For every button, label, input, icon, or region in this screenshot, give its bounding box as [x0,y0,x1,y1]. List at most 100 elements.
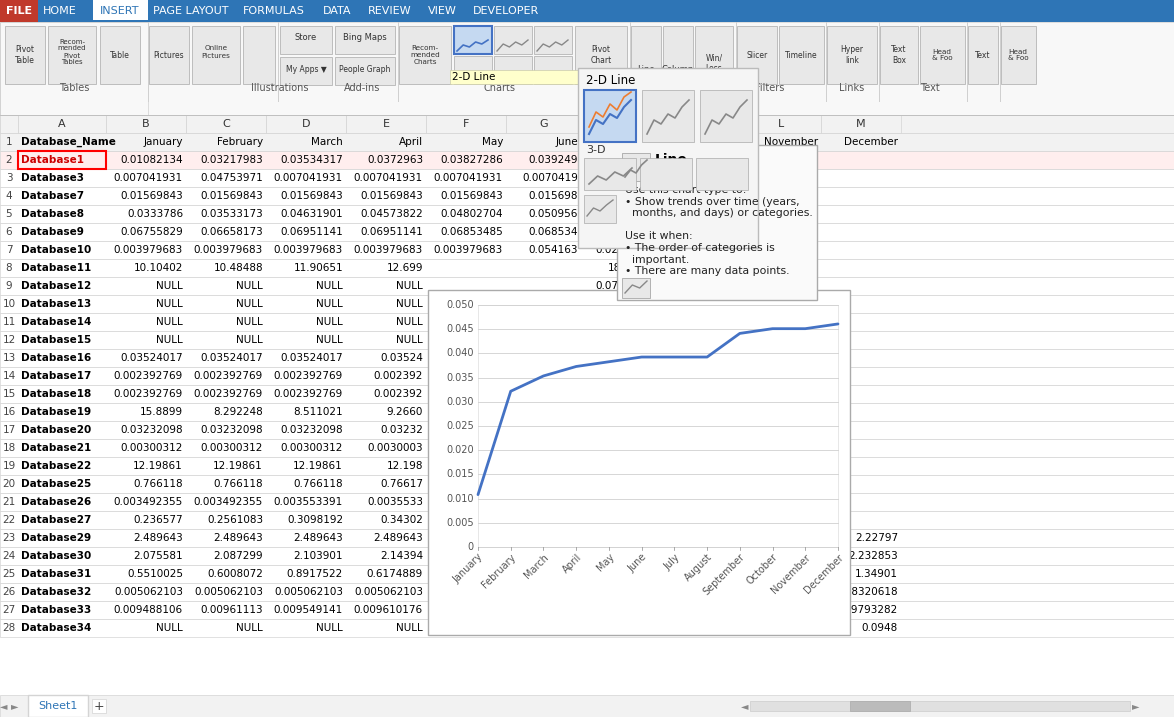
Text: 12.699: 12.699 [386,263,423,273]
Bar [454,26,492,54]
Text: NULL: NULL [236,335,263,345]
Bar [578,68,758,248]
Text: Pictures: Pictures [154,50,184,60]
Text: 0.03137589: 0.03137589 [595,425,657,435]
Text: NULL: NULL [316,281,343,291]
Text: ◄: ◄ [0,701,8,711]
Bar [850,701,910,711]
Text: 0.08320618: 0.08320618 [836,587,898,597]
Bar [0,565,1174,583]
Text: 12: 12 [2,335,15,345]
Text: HOME: HOME [43,6,76,16]
Text: 0.8917522: 0.8917522 [286,569,343,579]
Text: 0.045: 0.045 [446,324,474,334]
Text: NULL: NULL [316,623,343,633]
Text: 27: 27 [2,605,15,615]
Text: 0.01569843: 0.01569843 [281,191,343,201]
Text: 0.007041931: 0.007041931 [669,173,738,183]
Text: 0.03137589: 0.03137589 [675,425,738,435]
Text: September: September [600,137,657,147]
Text: NULL: NULL [156,317,183,327]
Text: 8.595282: 8.595282 [688,407,738,417]
Text: 0.6174889: 0.6174889 [366,569,423,579]
Text: 2.205463: 2.205463 [608,533,657,543]
Text: 0.009671211: 0.009671211 [588,605,657,615]
Text: Pivot
Table: Pivot Table [15,45,35,65]
Text: Illustrations: Illustrations [251,83,309,93]
Text: 2-D Line: 2-D Line [452,72,495,82]
Bar [149,26,189,84]
Bar [243,26,275,84]
Text: 0.00300312: 0.00300312 [201,443,263,453]
Text: 2.075581: 2.075581 [134,551,183,561]
Text: 0.007041931: 0.007041931 [353,173,423,183]
Text: 2.489643: 2.489643 [453,533,502,543]
Text: 2: 2 [6,155,12,165]
Text: 0.03827286: 0.03827286 [440,155,502,165]
Text: 0.002392769: 0.002392769 [114,371,183,381]
Text: April: April [399,137,423,147]
Text: 4.560416: 4.560416 [688,551,738,561]
Text: 2.489643: 2.489643 [134,533,183,543]
Bar [0,475,1174,493]
Bar [0,421,1174,439]
Text: NULL: NULL [156,335,183,345]
Text: 0.005062103: 0.005062103 [194,587,263,597]
Text: 0.0035533: 0.0035533 [367,497,423,507]
Text: 0.030: 0.030 [446,397,474,407]
Text: 9.820728: 9.820728 [608,461,657,471]
Text: Text: Text [976,50,991,60]
Bar [663,26,693,84]
Text: Database18: Database18 [21,389,92,399]
Bar [0,241,1174,259]
Bar [0,259,1174,277]
Text: 0.6008072: 0.6008072 [207,569,263,579]
Text: 0.04511261: 0.04511261 [755,227,818,237]
Bar [821,115,900,133]
Text: NULL: NULL [397,317,423,327]
Text: 0.002392769: 0.002392769 [588,371,657,381]
Text: Use this chart type to:
• Show trends over time (years,
  months, and days) or c: Use this chart type to: • Show trends ov… [625,185,812,276]
Text: 0.0070419: 0.0070419 [522,173,578,183]
Text: D: D [302,119,310,129]
Text: 0.09382343: 0.09382343 [440,623,502,633]
Bar [826,26,877,84]
Text: 0.025: 0.025 [446,421,474,431]
Text: 0.1241274: 0.1241274 [762,209,818,219]
Text: 3: 3 [6,173,12,183]
Text: 6.504375: 6.504375 [688,461,738,471]
Bar [92,699,106,713]
Bar [0,695,1174,717]
Text: NULL: NULL [316,299,343,309]
Text: INSERT: INSERT [100,6,140,16]
Text: 0.01569843: 0.01569843 [201,191,263,201]
Text: 0.07820225: 0.07820225 [675,281,738,291]
Text: 0.03217983: 0.03217983 [201,155,263,165]
Text: B: B [142,119,150,129]
Text: 0: 0 [468,542,474,552]
Text: 0.007041931: 0.007041931 [434,173,502,183]
Text: 23: 23 [2,533,15,543]
Bar [494,56,532,84]
Text: Hyper
link: Hyper link [841,45,864,65]
Text: 2.489643: 2.489643 [294,533,343,543]
Text: FORMULAS: FORMULAS [243,6,305,16]
Text: 19.95663: 19.95663 [688,479,738,489]
Text: 11.90651: 11.90651 [294,263,343,273]
Text: 0.3183494: 0.3183494 [682,515,738,525]
Bar [0,457,1174,475]
Text: 2.489643: 2.489643 [528,533,578,543]
Text: Database29: Database29 [21,533,92,543]
Text: 0.766118: 0.766118 [294,479,343,489]
Text: 0.002392769: 0.002392769 [194,389,263,399]
Text: NULL: NULL [236,623,263,633]
Text: Timeline: Timeline [784,50,817,60]
Text: 0.0333786: 0.0333786 [127,209,183,219]
Text: June: June [555,137,578,147]
Text: 0.010: 0.010 [446,493,474,503]
Text: Recom-
mended
Pivot
Tables: Recom- mended Pivot Tables [58,39,86,65]
Bar [630,26,661,84]
Text: Database26: Database26 [21,497,92,507]
Text: 28: 28 [2,623,15,633]
Text: 2.489643: 2.489643 [214,533,263,543]
